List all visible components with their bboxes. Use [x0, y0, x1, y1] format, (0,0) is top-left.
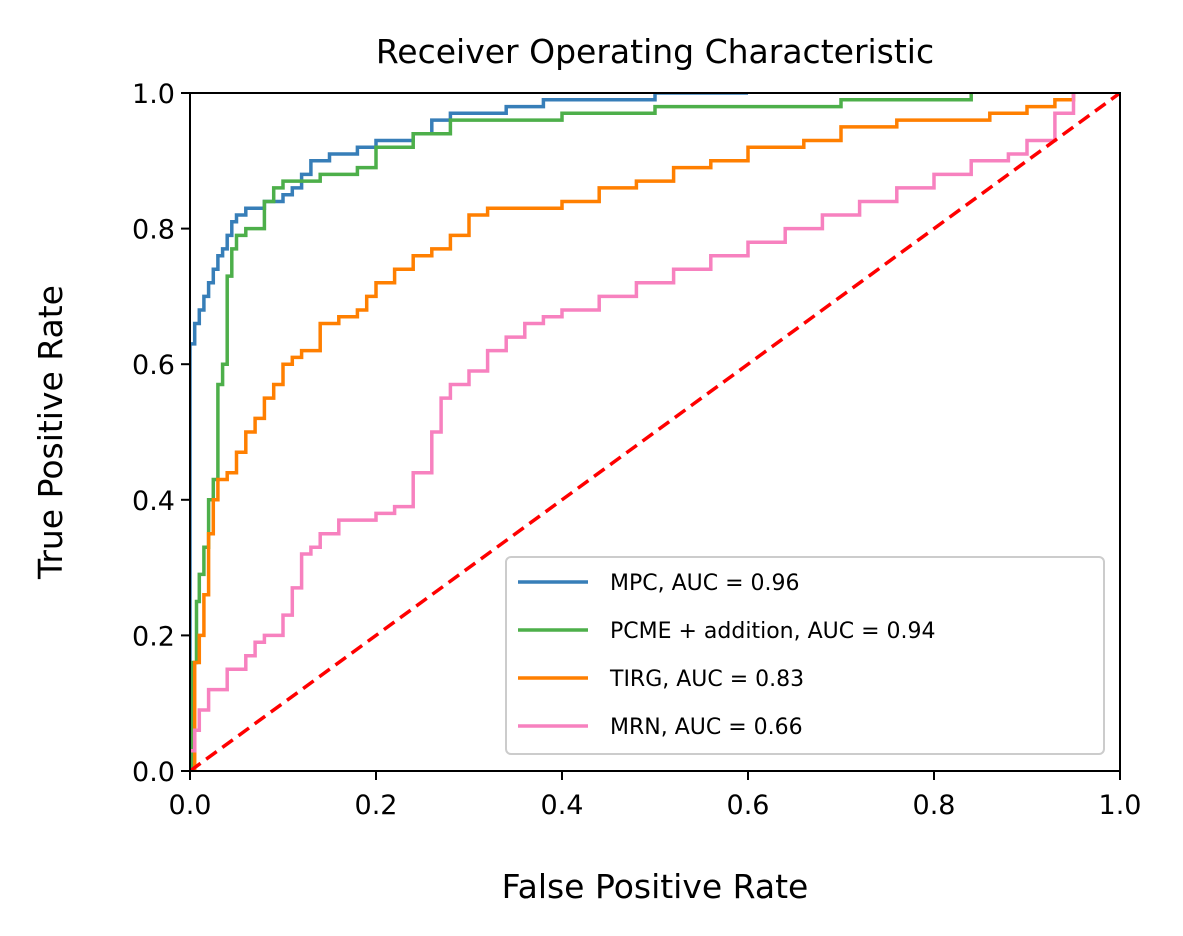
legend-label-3: MRN, AUC = 0.66: [610, 715, 803, 740]
y-tick-label: 0.2: [132, 621, 175, 652]
x-tick-label: 0.0: [169, 790, 212, 821]
x-axis-label: False Positive Rate: [502, 867, 809, 906]
plot-frame: [189, 92, 1121, 772]
y-tick-label: 0.4: [132, 486, 175, 517]
y-axis: 0.0 0.2 0.4 0.6 0.8 1.0: [132, 79, 190, 788]
legend-label-1: PCME + addition, AUC = 0.94: [610, 619, 936, 644]
y-tick-label: 0.6: [132, 350, 175, 381]
x-tick-label: 0.4: [541, 790, 584, 821]
x-tick-label: 0.8: [913, 790, 956, 821]
y-tick-label: 1.0: [132, 79, 175, 110]
legend-label-2: TIRG, AUC = 0.83: [609, 667, 804, 692]
x-tick-label: 0.2: [355, 790, 398, 821]
chance-diagonal-line: [190, 93, 1120, 771]
series-line-2: [190, 93, 1076, 771]
x-tick-label: 1.0: [1099, 790, 1142, 821]
x-tick-label: 0.6: [727, 790, 770, 821]
y-axis-label: True Positive Rate: [31, 285, 70, 580]
legend-box: [505, 556, 1105, 755]
y-tick-label: 0.0: [132, 757, 175, 788]
legend: MPC, AUC = 0.96 PCME + addition, AUC = 0.…: [505, 556, 1105, 755]
legend-label-0: MPC, AUC = 0.96: [610, 571, 800, 596]
series-line-0: [190, 93, 748, 771]
chart-title: Receiver Operating Characteristic: [376, 32, 934, 71]
series-layer: [190, 93, 1120, 771]
y-tick-label: 0.8: [132, 215, 175, 246]
x-axis: 0.0 0.2 0.4 0.6 0.8 1.0: [169, 771, 1142, 821]
series-line-3: [190, 93, 1076, 753]
